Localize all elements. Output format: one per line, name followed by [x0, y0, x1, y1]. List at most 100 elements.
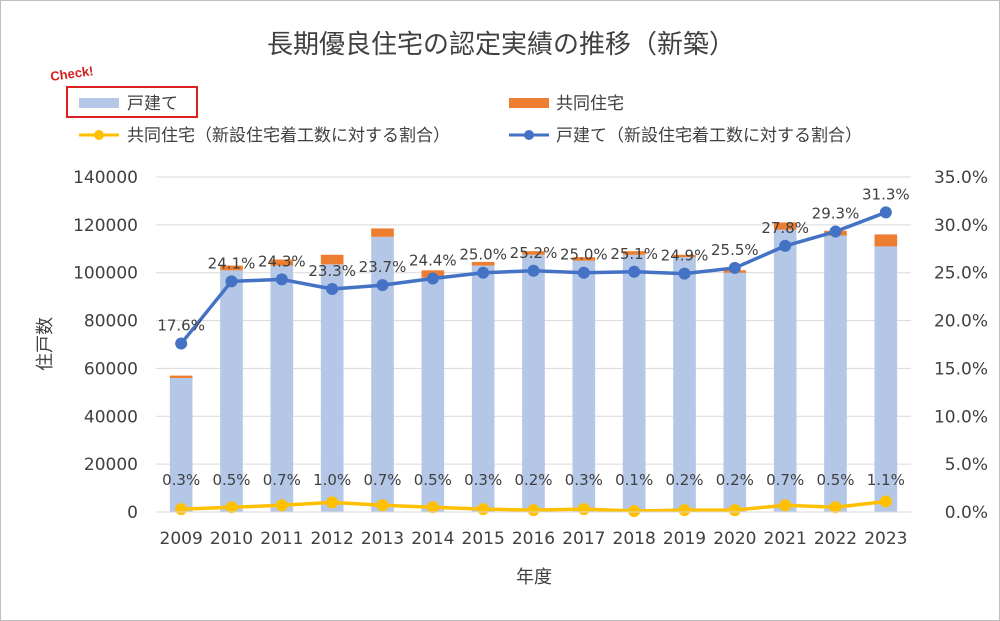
bar-detached: [320, 264, 344, 512]
legend-item-line-0: 共同住宅（新設住宅着工数に対する割合）: [79, 126, 450, 146]
line-data-label: 25.0%: [459, 246, 507, 264]
x-tick-label: 2015: [462, 529, 505, 549]
x-tick-label: 2020: [713, 529, 756, 549]
y-tick-label: 100000: [73, 264, 138, 284]
x-tick-label: 2022: [814, 529, 857, 549]
legend-swatch-apartment: [509, 98, 549, 108]
legend-item-bar-0: 戸建て: [79, 94, 178, 114]
legend-label-apartment: 共同住宅: [556, 94, 624, 114]
x-tick-label: 2019: [663, 529, 706, 549]
line-point: [779, 239, 792, 252]
line-point: [275, 273, 288, 286]
line-point: [477, 266, 490, 279]
line-data-label: 1.1%: [867, 471, 905, 489]
bar-apartment: [673, 254, 696, 258]
bar-detached: [220, 270, 243, 512]
line-data-label: 0.7%: [766, 471, 804, 489]
line-point: [829, 501, 842, 514]
line-point: [275, 499, 288, 512]
line-point: [175, 503, 188, 516]
line-point: [376, 279, 389, 292]
x-tick-label: 2018: [613, 529, 656, 549]
line-data-label: 0.1%: [615, 471, 653, 489]
bar-detached: [824, 235, 847, 512]
line-point: [779, 499, 792, 512]
line-point: [426, 501, 439, 514]
line-data-label: 24.9%: [661, 247, 709, 265]
line-data-label: 25.5%: [711, 241, 759, 259]
line-point: [225, 275, 238, 288]
legend-marker-detached-ratio: [524, 130, 534, 140]
line-data-label: 24.3%: [258, 252, 306, 270]
line-point: [628, 505, 641, 518]
x-tick-label: 2017: [562, 529, 605, 549]
y-tick-label: 60000: [84, 359, 138, 379]
line-point: [879, 206, 892, 219]
line-point: [628, 265, 641, 278]
line-point: [678, 267, 691, 280]
x-tick-label: 2014: [411, 529, 454, 549]
bar-detached: [169, 378, 193, 512]
bar-apartment: [220, 265, 243, 271]
bar-detached: [673, 257, 696, 512]
bar-apartment: [371, 228, 394, 237]
line-data-label: 0.2%: [514, 471, 552, 489]
axes: 0 20000 40000 60000 80000 100000 120000 140000 0…: [73, 168, 988, 549]
line-data-label: 29.3%: [812, 205, 860, 223]
x-tick-label: 2012: [311, 529, 354, 549]
x-tick-label: 2016: [512, 529, 555, 549]
x-tick-label: 2010: [210, 529, 253, 549]
y-axis-title: 住戸数: [35, 317, 56, 371]
line-data-label: 23.3%: [308, 262, 356, 280]
line-data-label: 25.0%: [560, 246, 608, 264]
bar-apartment: [320, 254, 344, 265]
legend-label-detached-ratio: 戸建て（新設住宅着工数に対する割合）: [556, 126, 862, 146]
line-data-label: 17.6%: [157, 317, 205, 335]
line-point: [527, 264, 540, 277]
line-data-label: 24.4%: [409, 251, 457, 269]
legend-item-line-1: 戸建て（新設住宅着工数に対する割合）: [509, 126, 862, 146]
line-point: [426, 272, 439, 285]
bar-detached: [522, 254, 545, 512]
bar-apartment: [270, 259, 294, 266]
line-data-label: 23.7%: [359, 258, 407, 276]
bar-detached: [471, 265, 495, 512]
line-data-label: 0.2%: [665, 471, 703, 489]
y2-tick-label: 0.0%: [945, 503, 988, 523]
bar-detached: [622, 254, 646, 512]
y-tick-label: 140000: [73, 168, 138, 188]
chart-title: 長期優良住宅の認定実績の推移（新築）: [267, 30, 735, 60]
legend-item-bar-1: 共同住宅: [509, 94, 624, 114]
line-data-label: 24.1%: [208, 254, 256, 272]
y2-tick-label: 10.0%: [934, 407, 988, 427]
y2-tick-label: 20.0%: [934, 312, 988, 332]
x-tick-label: 2023: [864, 529, 907, 549]
line-data-label: 25.2%: [510, 244, 558, 262]
bar-detached: [572, 260, 596, 512]
bar-detached: [270, 265, 294, 512]
y2-tick-label: 35.0%: [934, 168, 988, 188]
line-point: [527, 504, 540, 517]
line-point: [829, 225, 842, 238]
y2-tick-label: 15.0%: [934, 359, 988, 379]
legend-marker-apartment-ratio: [94, 130, 104, 140]
line-point: [326, 282, 339, 295]
bar-detached: [421, 277, 445, 512]
line-data-label: 0.5%: [816, 471, 854, 489]
x-axis-title: 年度: [516, 567, 552, 588]
line-point: [879, 495, 892, 508]
y2-tick-label: 30.0%: [934, 216, 988, 236]
x-tick-label: 2009: [160, 529, 203, 549]
bar-apartment: [471, 261, 495, 266]
x-tick-label: 2011: [260, 529, 303, 549]
y2-tick-label: 5.0%: [945, 455, 988, 475]
y-tick-label: 20000: [84, 455, 138, 475]
line-point: [577, 503, 590, 516]
line-series: [175, 206, 892, 518]
bar-apartment: [169, 375, 193, 378]
bar-detached: [773, 229, 797, 512]
line-data-label: 0.3%: [464, 471, 502, 489]
x-tick-label: 2021: [764, 529, 807, 549]
